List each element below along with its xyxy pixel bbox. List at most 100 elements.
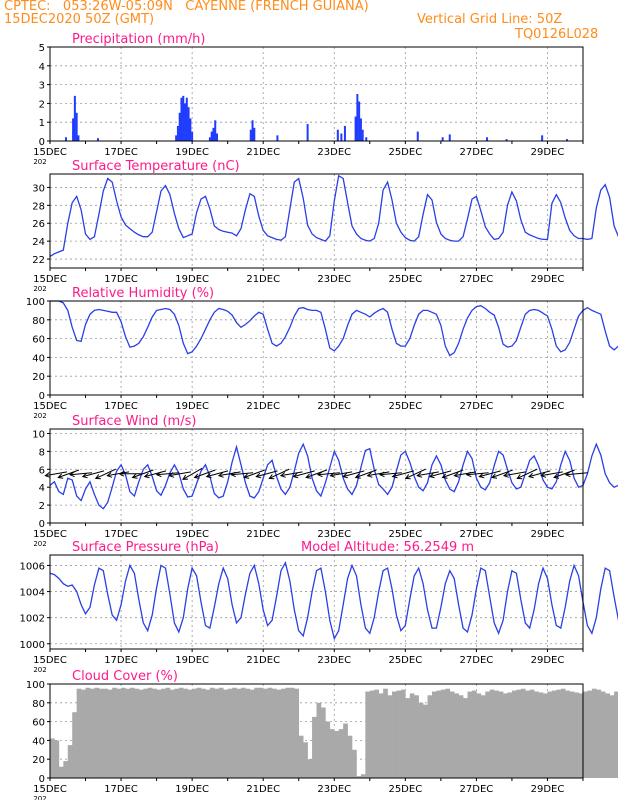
x-tick-label: 27DEC [460, 274, 494, 285]
cloud-bar [276, 689, 282, 778]
x-tick-label: 21DEC [246, 529, 280, 540]
wind-arrow-head [428, 472, 435, 479]
cloud-bar [285, 687, 291, 778]
wind-arrow-head [68, 471, 75, 478]
x-tick-label: 25DEC [388, 655, 422, 666]
y-tick-label: 24 [32, 237, 45, 248]
x-tick-label: 29DEC [531, 655, 565, 666]
cloud-bar [103, 688, 109, 778]
y-tick-label: 1000 [20, 640, 45, 651]
cloud-bar [569, 691, 575, 778]
cloud-bar [383, 688, 388, 778]
panel-frame [49, 300, 584, 396]
cloud-bar [414, 695, 419, 778]
precip-bar [359, 118, 362, 141]
panel-title: Surface Pressure (hPa) [72, 540, 219, 555]
x-tick-label: 15DEC [33, 147, 67, 158]
panel-frame [49, 554, 584, 650]
cloud-bar [85, 687, 91, 778]
wind-arrow-head [81, 472, 88, 479]
precip-bar [336, 129, 339, 141]
y-tick-label: 0 [39, 519, 45, 530]
wind-arrow-head [416, 472, 423, 478]
series-line [49, 174, 618, 257]
wind-arrow [69, 472, 92, 476]
wind-arrow [58, 469, 80, 478]
precip-bar [75, 112, 78, 141]
cloud-bar [307, 759, 313, 778]
wind-arrow [417, 471, 439, 477]
wind-arrow [256, 470, 278, 478]
wind-arrow-head [182, 474, 189, 480]
precip-bar [72, 118, 75, 141]
cloud-bar [169, 689, 175, 778]
cloud-bar [591, 688, 597, 778]
cloud-bar [609, 695, 615, 778]
series-line [49, 442, 618, 510]
wind-arrow [429, 470, 452, 478]
y-tick-label: 22 [32, 255, 45, 266]
wind-arrow [405, 468, 426, 479]
precip-bar [343, 125, 346, 141]
x-tick-label: 23DEC [317, 147, 351, 158]
cloud-bar [551, 690, 557, 778]
cloud-bar [605, 693, 610, 778]
header-date: 15DEC2020 50Z (GMT) [4, 12, 155, 27]
cloud-bar [538, 692, 544, 778]
x-tick-label: 23DEC [317, 401, 351, 412]
wind-arrow [466, 472, 489, 476]
wind-arrow-head [106, 472, 113, 478]
x-tick-label: 25DEC [388, 147, 422, 158]
x-tick-label: 17DEC [104, 401, 138, 412]
wind-arrow [132, 469, 154, 478]
cloud-bar [463, 698, 468, 778]
y-tick-label: 1002 [20, 614, 45, 625]
y-tick-label: 40 [32, 353, 45, 364]
cloud-bar [405, 698, 411, 778]
x-year-label: 202 [33, 795, 46, 800]
wind-arrow-head [491, 473, 498, 479]
precip-bar [189, 118, 192, 141]
cloud-bar [534, 691, 539, 778]
cloud-bar [507, 692, 513, 778]
wind-arrow-head [391, 472, 398, 479]
cloud-bar [116, 688, 122, 778]
cloud-bar [67, 745, 73, 778]
wind-arrow-head [465, 471, 472, 478]
x-tick-label: 25DEC [388, 274, 422, 285]
wind-arrow [392, 470, 415, 478]
cloud-bar [489, 689, 495, 778]
y-tick-label: 26 [32, 219, 45, 230]
cloud-bar [178, 687, 184, 778]
y-tick-label: 80 [32, 316, 45, 327]
cloud-bar [223, 689, 228, 778]
cloud-bar [272, 688, 277, 778]
x-tick-label: 27DEC [460, 401, 494, 412]
cloud-bar [89, 688, 95, 778]
cloud-bar [94, 687, 100, 778]
y-tick-label: 100 [26, 680, 45, 691]
wind-arrow [82, 470, 105, 478]
precip-bar [187, 107, 190, 141]
x-tick-label: 29DEC [531, 401, 565, 412]
cloud-bar [511, 690, 517, 778]
cloud-bar [556, 689, 562, 778]
cloud-bar [58, 766, 64, 778]
x-year-label: 202 [33, 666, 46, 674]
precip-bar [73, 95, 76, 141]
cloud-bar [245, 688, 251, 778]
wind-arrow-head [366, 472, 373, 478]
y-tick-label: 2 [39, 99, 45, 110]
y-tick-label: 20 [32, 372, 45, 383]
cloud-bar [543, 693, 548, 778]
cloud-bar [360, 774, 366, 778]
y-tick-label: 0 [39, 391, 45, 402]
x-tick-label: 21DEC [246, 274, 280, 285]
wind-arrow [218, 471, 241, 477]
x-tick-label: 25DEC [388, 784, 422, 795]
wind-arrow [194, 469, 216, 478]
cloud-bar [520, 688, 526, 778]
wind-arrow-head [230, 471, 236, 478]
wind-arrow [182, 467, 203, 480]
wind-arrow-head [243, 473, 250, 479]
